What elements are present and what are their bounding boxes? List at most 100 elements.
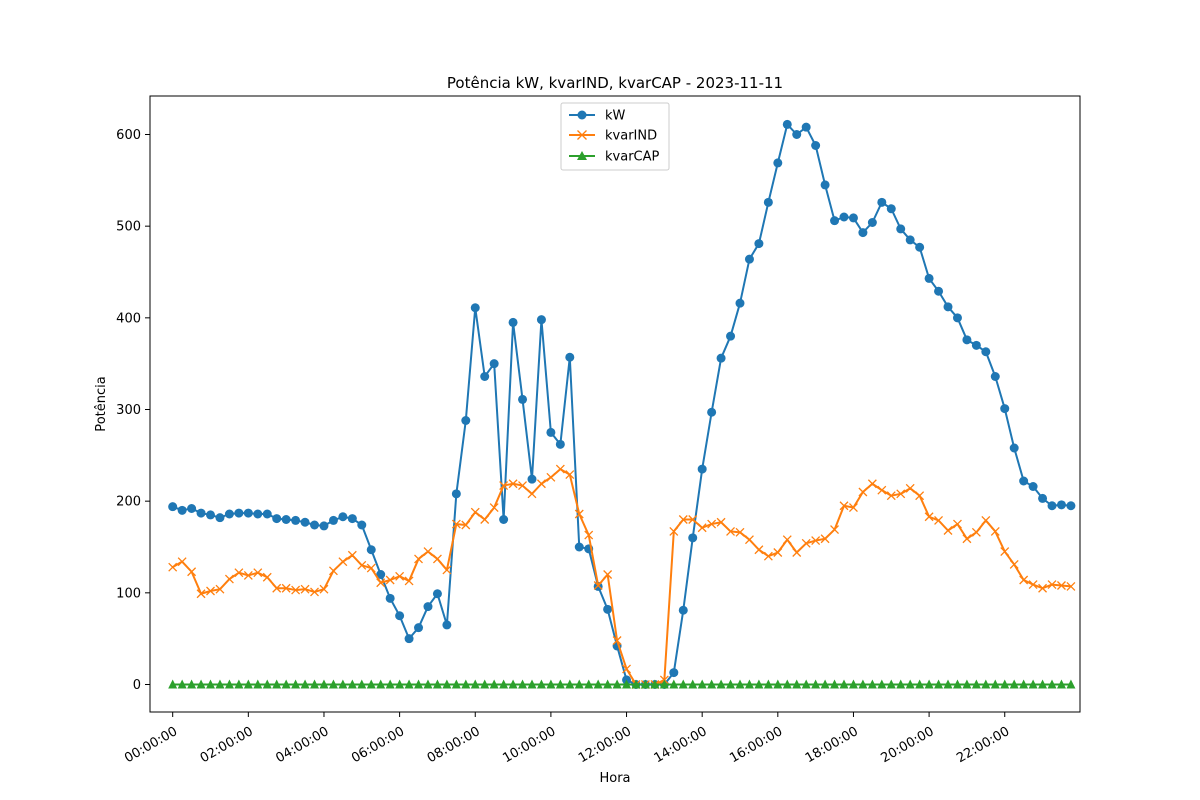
- data-point-kvarcap: [1056, 679, 1066, 689]
- data-point-kvarcap: [811, 679, 821, 689]
- data-point-kw: [546, 427, 556, 437]
- data-point-kw: [536, 315, 546, 325]
- data-point-kw: [281, 515, 291, 524]
- data-point-kvarind: [962, 534, 972, 544]
- data-point-kvarind: [801, 538, 811, 548]
- data-point-kvarcap: [1028, 679, 1038, 689]
- data-point-kvarind: [726, 526, 736, 536]
- data-point-kvarcap: [820, 679, 830, 689]
- plot-area: [149, 95, 1081, 713]
- data-point-kvarcap: [593, 679, 603, 689]
- data-point-kvarcap: [631, 679, 641, 689]
- data-point-kvarind: [943, 526, 953, 535]
- data-point-kvarind: [366, 563, 376, 573]
- data-point-kvarcap: [584, 679, 594, 689]
- data-point-kvarind: [442, 565, 452, 575]
- data-point-kvarind: [508, 479, 518, 489]
- data-point-kvarcap: [792, 679, 802, 689]
- data-point-kvarind: [215, 584, 225, 594]
- data-point-kvarcap: [489, 679, 499, 689]
- legend-kvarcap-label: kvarCAP: [605, 150, 660, 165]
- data-point-kvarind: [622, 664, 631, 674]
- data-point-kvarcap: [480, 679, 490, 689]
- data-point-kvarcap: [376, 679, 386, 689]
- series-kvarcap: [168, 679, 1076, 689]
- data-point-kw: [858, 228, 868, 238]
- data-point-kvarind: [934, 515, 944, 525]
- data-point-kw: [243, 508, 253, 518]
- data-point-kvarind: [168, 562, 178, 572]
- data-point-kvarcap: [300, 679, 310, 689]
- data-point-kw: [1038, 493, 1048, 503]
- legend-kvarind-marker: [577, 130, 587, 140]
- data-point-kvarind: [338, 557, 348, 567]
- data-point-kw: [357, 520, 367, 530]
- data-point-kw: [442, 620, 452, 630]
- data-point-kvarcap: [990, 679, 1000, 689]
- data-point-kvarcap: [262, 679, 272, 689]
- y-tick-label: 500: [116, 220, 141, 235]
- data-point-kvarind: [574, 509, 584, 519]
- data-point-kvarind: [697, 523, 707, 533]
- data-point-kw: [196, 508, 206, 518]
- legend-kw-marker: [577, 110, 587, 120]
- data-point-kvarcap: [536, 679, 546, 689]
- data-point-kvarcap: [726, 679, 736, 689]
- data-point-kw: [177, 505, 187, 515]
- legend-entry-kvarcap: kvarCAP: [569, 150, 660, 165]
- data-point-kvarind: [1038, 583, 1048, 593]
- data-point-kvarind: [763, 551, 773, 561]
- data-point-kvarcap: [1066, 679, 1076, 689]
- data-point-kvarcap: [934, 679, 944, 689]
- data-point-kvarcap: [1009, 679, 1019, 689]
- data-point-kw: [811, 141, 821, 150]
- data-point-kvarind: [291, 585, 301, 595]
- data-point-kw: [253, 509, 263, 519]
- data-point-kvarind: [376, 578, 386, 588]
- data-point-kvarcap: [310, 679, 320, 689]
- data-point-kw: [470, 303, 480, 313]
- data-point-kw: [754, 239, 764, 249]
- data-point-kvarind: [461, 520, 471, 530]
- data-point-kvarcap: [782, 679, 792, 689]
- data-point-kw: [867, 218, 877, 227]
- data-point-kw: [461, 416, 471, 425]
- data-point-kw: [1056, 500, 1066, 510]
- data-point-kvarind: [678, 515, 688, 524]
- data-point-kvarind: [196, 589, 206, 599]
- data-point-kw: [744, 254, 754, 264]
- data-point-kvarcap: [423, 679, 433, 689]
- data-point-kw: [848, 213, 858, 223]
- data-point-kvarcap: [971, 679, 981, 689]
- data-point-kw: [688, 533, 698, 543]
- data-point-kvarcap: [555, 679, 565, 689]
- data-point-kvarind: [253, 568, 263, 578]
- data-point-kvarcap: [744, 679, 754, 689]
- data-point-kvarind: [971, 527, 981, 537]
- data-point-kw: [971, 340, 981, 350]
- y-tick-label: 600: [116, 128, 141, 143]
- data-point-kvarcap: [243, 679, 253, 689]
- data-point-kvarcap: [395, 679, 405, 689]
- data-point-kvarcap: [461, 679, 471, 689]
- data-point-kw: [574, 542, 584, 552]
- data-point-kvarcap: [574, 679, 584, 689]
- data-point-kvarcap: [659, 679, 669, 689]
- data-point-kvarcap: [338, 679, 348, 689]
- data-point-kvarind: [281, 583, 291, 593]
- data-point-kw: [697, 464, 707, 474]
- data-point-kvarind: [1066, 581, 1076, 591]
- data-point-kw: [707, 407, 717, 417]
- data-point-kvarind: [470, 507, 480, 517]
- data-point-kvarcap: [763, 679, 773, 689]
- series-line-kvarind: [172, 468, 1072, 686]
- series-kw: [168, 119, 1076, 689]
- data-point-kw: [1066, 501, 1076, 511]
- data-point-kvarcap: [518, 679, 528, 689]
- data-point-kvarind: [527, 489, 537, 499]
- data-point-kvarind: [480, 515, 490, 524]
- legend-entry-kw: kW: [569, 109, 626, 124]
- data-point-kw: [527, 474, 537, 484]
- data-point-kvarcap: [215, 679, 225, 689]
- data-point-kvarcap: [867, 679, 877, 689]
